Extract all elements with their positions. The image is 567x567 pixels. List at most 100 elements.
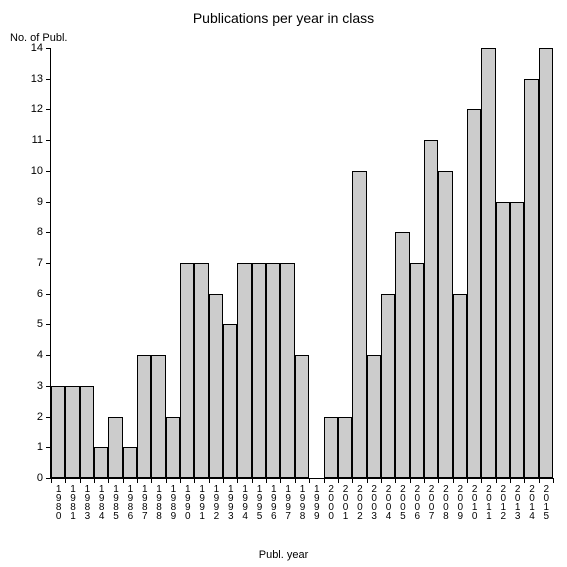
x-tick-label: 1992: [211, 484, 221, 520]
bar: [496, 202, 510, 478]
y-tick: [46, 109, 51, 110]
bar: [367, 355, 381, 478]
x-tick: [338, 478, 339, 483]
bar: [166, 417, 180, 478]
y-tick-label: 2: [37, 411, 43, 423]
y-tick-label: 11: [32, 134, 43, 146]
y-tick: [46, 48, 51, 49]
x-tick: [94, 478, 95, 483]
bar: [438, 171, 452, 478]
y-tick-label: 0: [37, 472, 43, 484]
y-tick-label: 7: [37, 257, 43, 269]
y-tick: [46, 171, 51, 172]
y-tick: [46, 324, 51, 325]
x-tick: [80, 478, 81, 483]
x-tick: [123, 478, 124, 483]
y-tick: [46, 355, 51, 356]
x-tick: [352, 478, 353, 483]
bar: [481, 48, 495, 478]
y-tick-label: 1: [37, 441, 43, 453]
y-tick-label: 4: [37, 349, 43, 361]
x-tick: [524, 478, 525, 483]
x-tick: [381, 478, 382, 483]
y-tick-label: 9: [37, 196, 43, 208]
y-tick: [46, 202, 51, 203]
bar: [223, 324, 237, 478]
x-tick: [496, 478, 497, 483]
x-tick: [108, 478, 109, 483]
x-tick-label: 1995: [254, 484, 264, 520]
x-tick-label: 2011: [483, 484, 493, 520]
bar: [209, 294, 223, 478]
x-tick: [553, 478, 554, 483]
x-tick-label: 1999: [311, 484, 321, 520]
y-tick: [46, 79, 51, 80]
x-tick: [424, 478, 425, 483]
x-tick: [467, 478, 468, 483]
x-tick-label: 2000: [326, 484, 336, 520]
x-tick-label: 2004: [383, 484, 393, 520]
bar: [410, 263, 424, 478]
x-tick-label: 2014: [526, 484, 536, 520]
x-tick: [280, 478, 281, 483]
x-tick: [324, 478, 325, 483]
x-tick: [395, 478, 396, 483]
x-tick-label: 2007: [426, 484, 436, 520]
x-tick: [237, 478, 238, 483]
bar: [381, 294, 395, 478]
x-tick: [151, 478, 152, 483]
x-tick-label: 1986: [125, 484, 135, 520]
bar: [352, 171, 366, 478]
x-tick: [252, 478, 253, 483]
x-tick-label: 2009: [455, 484, 465, 520]
bar: [80, 386, 94, 478]
y-tick: [46, 294, 51, 295]
x-tick: [453, 478, 454, 483]
x-tick-label: 2010: [469, 484, 479, 520]
bar: [194, 263, 208, 478]
x-tick-label: 1987: [139, 484, 149, 520]
x-tick: [481, 478, 482, 483]
y-tick-label: 6: [37, 288, 43, 300]
bar: [151, 355, 165, 478]
x-tick-label: 1990: [182, 484, 192, 520]
x-tick: [510, 478, 511, 483]
bar: [539, 48, 553, 478]
bar: [424, 140, 438, 478]
x-tick-label: 2001: [340, 484, 350, 520]
x-tick-label: 1981: [68, 484, 78, 520]
x-tick: [410, 478, 411, 483]
bar: [295, 355, 309, 478]
x-tick: [194, 478, 195, 483]
x-tick-label: 1984: [96, 484, 106, 520]
x-tick-label: 1996: [268, 484, 278, 520]
bar: [108, 417, 122, 478]
y-tick-label: 13: [31, 73, 43, 85]
x-tick-label: 1997: [283, 484, 293, 520]
bar: [94, 447, 108, 478]
chart-container: Publications per year in class No. of Pu…: [0, 0, 567, 567]
x-tick-label: 2013: [512, 484, 522, 520]
x-tick: [266, 478, 267, 483]
bar: [65, 386, 79, 478]
y-tick-label: 10: [31, 165, 43, 177]
x-axis-label: Publ. year: [0, 549, 567, 561]
bar: [266, 263, 280, 478]
bar: [252, 263, 266, 478]
bar: [137, 355, 151, 478]
y-tick-label: 5: [37, 318, 43, 330]
x-tick-label: 1998: [297, 484, 307, 520]
x-tick-label: 1988: [154, 484, 164, 520]
x-tick-label: 2012: [498, 484, 508, 520]
x-tick-label: 1991: [197, 484, 207, 520]
x-tick: [209, 478, 210, 483]
chart-title: Publications per year in class: [0, 10, 567, 26]
x-tick-label: 2008: [440, 484, 450, 520]
y-tick-label: 8: [37, 226, 43, 238]
bar: [524, 79, 538, 478]
x-tick: [223, 478, 224, 483]
bar: [280, 263, 294, 478]
x-tick: [295, 478, 296, 483]
x-tick-label: 1983: [82, 484, 92, 520]
y-tick-label: 12: [31, 103, 43, 115]
